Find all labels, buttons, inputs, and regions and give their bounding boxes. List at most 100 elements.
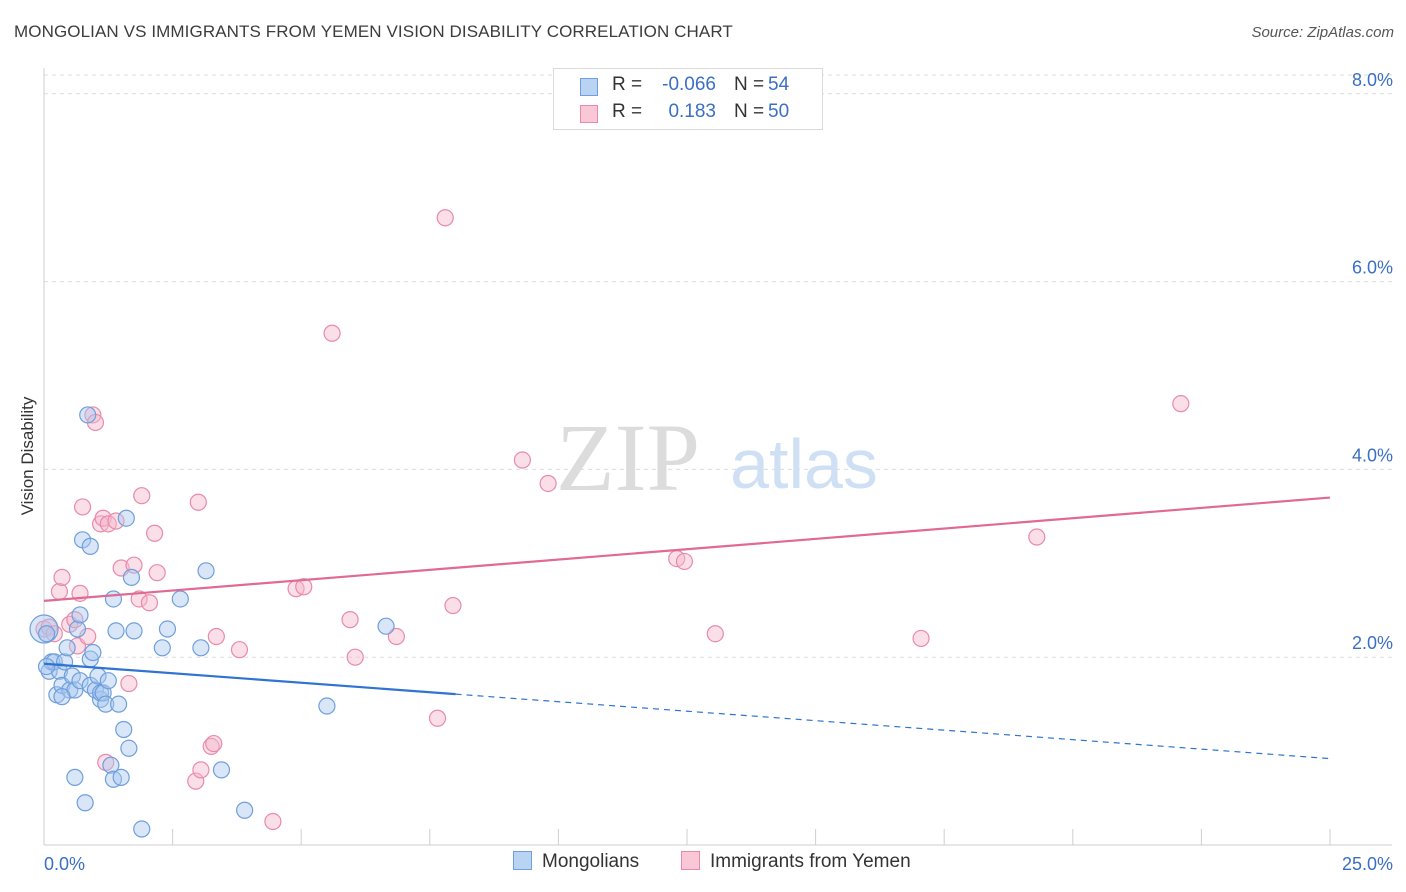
data-point-mongolians — [197, 562, 215, 580]
data-point-mongolians — [68, 620, 87, 638]
data-point-yemen — [428, 709, 447, 727]
data-point-mongolians — [102, 756, 120, 774]
legend-n-label: N = — [734, 101, 765, 122]
y-tick-label: 2.0% — [1352, 633, 1393, 653]
y-tick-label: 4.0% — [1352, 445, 1393, 465]
watermark-zip: ZIP — [556, 404, 700, 511]
data-point-mongolians — [71, 606, 89, 624]
trend-line-mongolians — [43, 662, 456, 696]
x-tick-label: 0.0% — [44, 854, 85, 874]
data-point-yemen — [148, 564, 166, 582]
source-label: Source: ZipAtlas.com — [1251, 24, 1394, 41]
data-point-yemen — [202, 737, 220, 756]
watermark-atlas: atlas — [730, 425, 878, 503]
data-point-yemen — [295, 578, 313, 596]
data-point-mongolians — [117, 509, 135, 527]
y-tick-label: 6.0% — [1352, 258, 1393, 278]
data-point-mongolians — [120, 739, 138, 757]
legend-n-value: 50 — [768, 101, 790, 122]
data-point-mongolians — [133, 820, 151, 838]
data-point-mongolians — [122, 568, 141, 586]
data-point-yemen — [539, 474, 557, 493]
data-point-yemen — [145, 524, 164, 542]
bottom-legend-mongolians[interactable]: Mongolians — [513, 851, 639, 873]
data-point-mongolians — [112, 768, 130, 786]
data-point-mongolians — [55, 653, 74, 671]
data-point-mongolians — [37, 625, 56, 643]
data-point-yemen — [1172, 395, 1190, 413]
data-point-yemen — [341, 611, 359, 629]
legend-r-label: R = — [612, 101, 643, 122]
legend-swatch-blue — [513, 851, 532, 870]
data-point-yemen — [323, 324, 341, 342]
data-point-yemen — [140, 594, 159, 612]
data-point-mongolians — [104, 590, 123, 608]
tick-labels: 2.0% 4.0% 6.0% 8.0% 0.0% 25.0% — [44, 70, 1393, 874]
correlation-legend: R = -0.066 N = 54 R = 0.183 N = 50 — [553, 68, 823, 130]
legend-r-value: -0.066 — [662, 74, 716, 95]
data-point-yemen — [444, 596, 462, 615]
legend-n-label: N = — [734, 74, 765, 95]
data-point-yemen — [436, 209, 454, 227]
data-point-mongolians — [53, 688, 71, 706]
data-point-mongolians — [236, 801, 254, 819]
legend-label-yemen: Immigrants from Yemen — [710, 851, 911, 872]
data-point-yemen — [130, 590, 148, 608]
bottom-legend-yemen[interactable]: Immigrants from Yemen — [681, 851, 911, 873]
data-point-yemen — [513, 451, 531, 469]
data-point-mongolians — [158, 620, 177, 638]
data-point-mongolians — [50, 662, 69, 680]
data-point-yemen — [205, 734, 223, 753]
x-tick-label: 25.0% — [1342, 854, 1393, 874]
data-point-yemen — [1028, 528, 1046, 546]
data-point-mongolians — [99, 672, 117, 690]
data-point-yemen — [706, 625, 724, 643]
series-yemen-points — [35, 209, 1190, 831]
data-point-yemen — [387, 627, 405, 646]
grid-lines — [44, 74, 1392, 658]
y-tick-label: 8.0% — [1352, 70, 1393, 90]
data-point-yemen — [53, 568, 71, 586]
legend-swatch-pink — [580, 105, 598, 123]
data-point-mongolians — [81, 537, 99, 555]
data-point-yemen — [346, 648, 364, 666]
data-point-yemen — [192, 761, 210, 779]
trend-line-mongolians-extrapolated — [455, 693, 1331, 760]
data-point-yemen — [264, 812, 282, 831]
data-point-yemen — [207, 627, 225, 646]
data-point-mongolians — [377, 617, 395, 635]
data-point-yemen — [107, 512, 125, 530]
legend-r-label: R = — [612, 74, 643, 95]
data-point-mongolians — [29, 614, 59, 644]
data-point-mongolians — [107, 622, 125, 640]
legend-r-value: 0.183 — [668, 101, 716, 122]
data-point-mongolians — [97, 695, 115, 713]
trend-lines — [43, 496, 1331, 760]
legend-swatch-pink — [681, 851, 700, 870]
legend-label-mongolians: Mongolians — [542, 851, 640, 872]
data-point-yemen — [187, 772, 205, 790]
data-point-mongolians — [109, 695, 128, 713]
legend-swatch-blue — [580, 78, 598, 96]
data-point-mongolians — [115, 720, 133, 739]
data-point-mongolians — [58, 639, 76, 657]
chart-title: MONGOLIAN VS IMMIGRANTS FROM YEMEN VISIO… — [14, 22, 733, 41]
data-point-yemen — [230, 641, 249, 659]
data-point-mongolians — [37, 657, 56, 676]
data-point-mongolians — [84, 643, 102, 662]
data-point-yemen — [133, 487, 151, 505]
data-point-mongolians — [76, 794, 94, 812]
data-point-mongolians — [212, 761, 231, 779]
data-point-mongolians — [66, 768, 84, 786]
data-point-mongolians — [192, 639, 210, 657]
data-point-mongolians — [71, 672, 89, 690]
data-point-yemen — [189, 493, 207, 511]
data-point-yemen — [120, 674, 138, 693]
data-point-mongolians — [153, 639, 171, 657]
data-point-yemen — [912, 629, 930, 648]
trend-line-yemen — [43, 496, 1331, 602]
legend-n-value: 54 — [768, 74, 790, 95]
data-point-mongolians — [171, 590, 189, 608]
axes — [43, 68, 1392, 846]
